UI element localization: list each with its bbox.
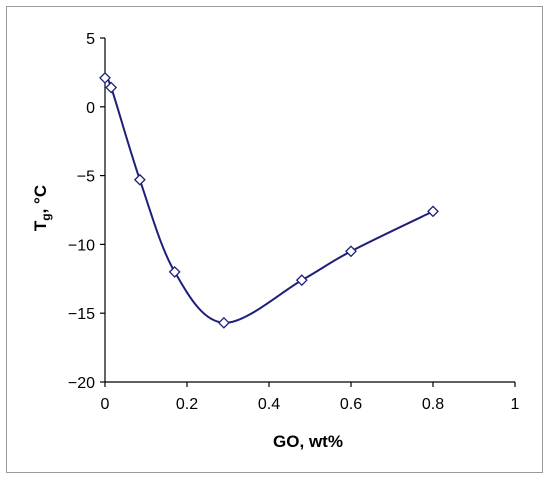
y-axis-title-main: T <box>31 220 50 231</box>
y-tick-label: −20 <box>68 375 95 392</box>
y-ticks: 5 0 −5 −10 −15 −20 <box>68 31 105 392</box>
y-axis-title-subscript: g <box>39 213 53 220</box>
series-line <box>104 75 434 324</box>
series-markers <box>99 71 439 329</box>
data-point-marker <box>105 81 118 94</box>
x-tick-label: 0.4 <box>258 396 280 413</box>
data-point-marker <box>295 274 308 287</box>
y-axis-title-unit: , °C <box>31 185 50 214</box>
x-tick-label: 1 <box>511 396 520 413</box>
x-ticks: 0 0.2 0.4 0.6 0.8 1 <box>101 382 520 413</box>
y-tick-label: −10 <box>68 237 95 254</box>
y-tick-label: 5 <box>86 31 95 48</box>
x-tick-label: 0.2 <box>176 396 198 413</box>
data-point-marker <box>133 173 146 186</box>
data-point-marker <box>345 245 357 258</box>
data-point-marker <box>217 316 230 329</box>
y-tick-label: −5 <box>77 169 95 186</box>
chart-frame <box>6 6 543 473</box>
y-axis-title: Tg, °C <box>31 185 53 231</box>
y-tick-label: −15 <box>68 306 95 323</box>
data-point-marker <box>99 71 111 84</box>
x-tick-label: 0 <box>101 396 110 413</box>
axes <box>104 38 515 383</box>
x-tick-label: 0.6 <box>340 396 362 413</box>
y-tick-label: 0 <box>86 100 95 117</box>
data-point-marker <box>427 205 439 218</box>
x-axis-title: GO, wt% <box>273 432 343 451</box>
x-tick-label: 0.8 <box>422 396 444 413</box>
data-point-marker <box>168 266 181 278</box>
